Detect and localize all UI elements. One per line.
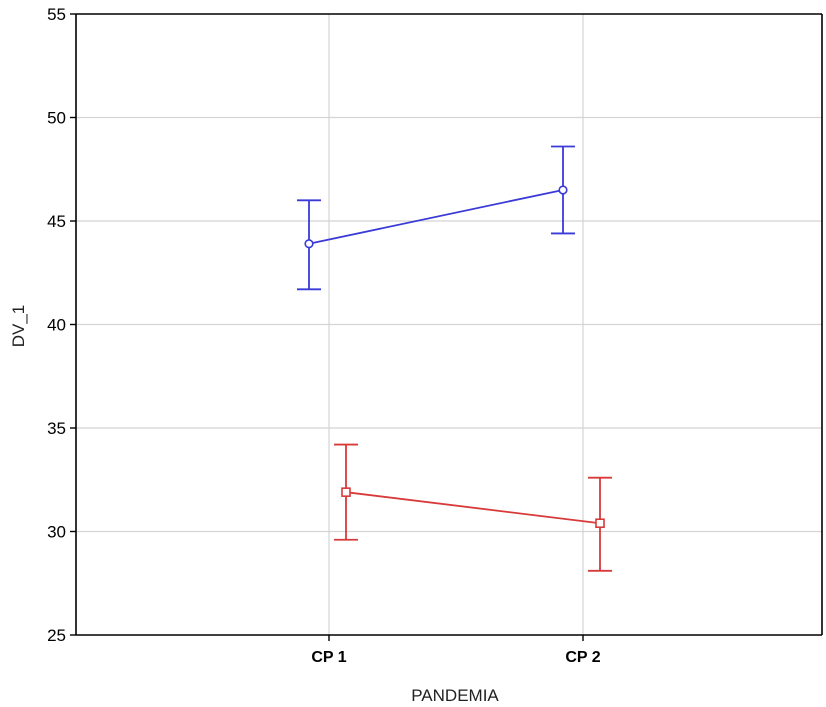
data-point bbox=[558, 185, 568, 195]
y-tick-label: 35 bbox=[47, 419, 66, 438]
series-line bbox=[345, 491, 601, 525]
series-2 bbox=[334, 443, 612, 572]
data-point bbox=[341, 487, 351, 497]
y-tick-label: 30 bbox=[47, 523, 66, 542]
axes bbox=[70, 13, 823, 641]
series-layer bbox=[297, 145, 612, 572]
y-tick-label: 55 bbox=[47, 5, 66, 24]
tick-labels: 25 30 35 40 45 50 55 CP 1 CP 2 bbox=[47, 5, 601, 666]
grid bbox=[76, 14, 822, 635]
series-1 bbox=[297, 145, 575, 291]
data-point bbox=[595, 518, 605, 529]
y-tick-label: 25 bbox=[47, 626, 66, 645]
y-axis-title: DV_1 bbox=[9, 305, 28, 348]
x-axis-title: PANDEMIA bbox=[411, 686, 499, 705]
y-tick-label: 40 bbox=[47, 316, 66, 335]
x-tick-label: CP 2 bbox=[565, 649, 600, 666]
data-point bbox=[304, 239, 314, 249]
y-tick-label: 50 bbox=[47, 109, 66, 128]
x-tick-label: CP 1 bbox=[311, 649, 346, 666]
series-line bbox=[308, 189, 564, 245]
y-tick-label: 45 bbox=[47, 212, 66, 231]
